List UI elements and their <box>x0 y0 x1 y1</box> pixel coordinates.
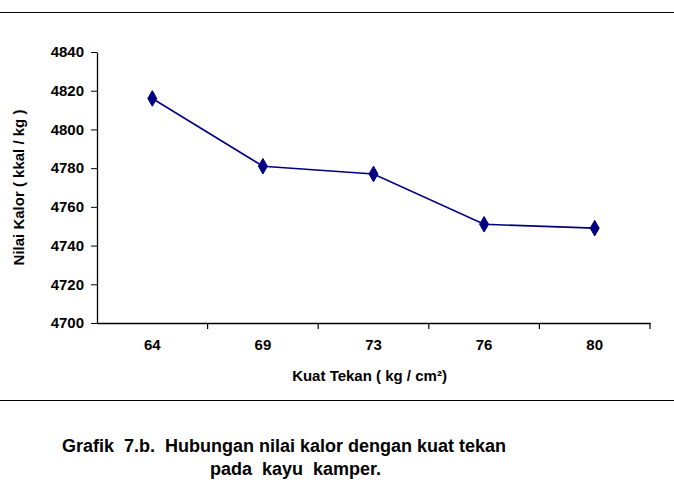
x-tick-label: 64 <box>144 336 161 353</box>
x-tick-label: 73 <box>365 336 382 353</box>
x-tick: 69 <box>255 323 272 353</box>
series-group <box>148 91 599 236</box>
x-tick-label: 69 <box>255 336 272 353</box>
x-axis-title: Kuat Tekan ( kg / cm²) <box>292 367 447 384</box>
x-axis: 64 69 73 76 80 <box>98 323 651 353</box>
y-tick-label: 4780 <box>51 159 84 176</box>
caption-title: Grafik 7.b. Hubungan nilai kalor dengan … <box>62 436 506 456</box>
y-tick-label: 4820 <box>51 82 84 99</box>
page-rule <box>0 12 674 13</box>
y-tick-label: 4700 <box>51 314 84 331</box>
y-tick-mark <box>91 168 97 169</box>
series-marker <box>148 91 157 107</box>
y-tick-mark <box>91 246 97 247</box>
y-tick-label: 4760 <box>51 198 84 215</box>
y-tick: 4700 <box>51 314 97 331</box>
category-divider <box>318 323 319 329</box>
x-tick: 73 <box>365 323 382 353</box>
series-marker <box>480 216 489 232</box>
y-tick-mark <box>91 207 97 208</box>
y-tick-label: 4740 <box>51 237 84 254</box>
page-rule <box>0 400 674 401</box>
x-axis-line <box>98 323 651 324</box>
y-tick-mark <box>91 91 97 92</box>
y-tick-mark <box>91 284 97 285</box>
x-tick-label: 80 <box>586 336 603 353</box>
y-tick: 4820 <box>51 82 97 99</box>
y-tick-label: 4800 <box>51 121 84 138</box>
category-divider <box>539 323 540 329</box>
series-marker <box>369 166 378 182</box>
x-tick: 80 <box>586 323 603 353</box>
y-axis: 4700 4720 4740 4760 4780 4800 4820 4840 <box>51 43 98 331</box>
y-tick-mark <box>91 323 97 324</box>
category-divider <box>207 323 208 329</box>
y-tick-label: 4720 <box>51 276 84 293</box>
caption-subtitle: pada kayu kamper. <box>210 459 381 479</box>
y-tick: 4840 <box>51 43 97 60</box>
y-tick-mark <box>91 52 97 53</box>
plot: 4700 4720 4740 4760 4780 4800 4820 4840 64 69 73 76… <box>51 43 651 352</box>
y-tick-label: 4840 <box>51 43 84 60</box>
x-tick-label: 76 <box>476 336 493 353</box>
x-tick: 64 <box>144 323 161 353</box>
x-tick: 76 <box>476 323 493 353</box>
y-tick: 4800 <box>51 121 97 138</box>
y-axis-title: Nilai Kalor ( kkal / kg ) <box>10 110 27 266</box>
y-tick: 4740 <box>51 237 97 254</box>
category-divider <box>649 323 650 329</box>
y-tick: 4760 <box>51 198 97 215</box>
y-tick-mark <box>91 129 97 130</box>
y-tick: 4780 <box>51 159 97 176</box>
series-line <box>152 98 594 228</box>
category-divider <box>428 323 429 329</box>
chart: 4700 4720 4740 4760 4780 4800 4820 4840 64 69 73 76… <box>0 0 674 484</box>
series-marker <box>258 158 267 174</box>
y-tick: 4720 <box>51 276 97 293</box>
series-marker <box>590 220 599 236</box>
y-axis-line <box>97 53 98 324</box>
